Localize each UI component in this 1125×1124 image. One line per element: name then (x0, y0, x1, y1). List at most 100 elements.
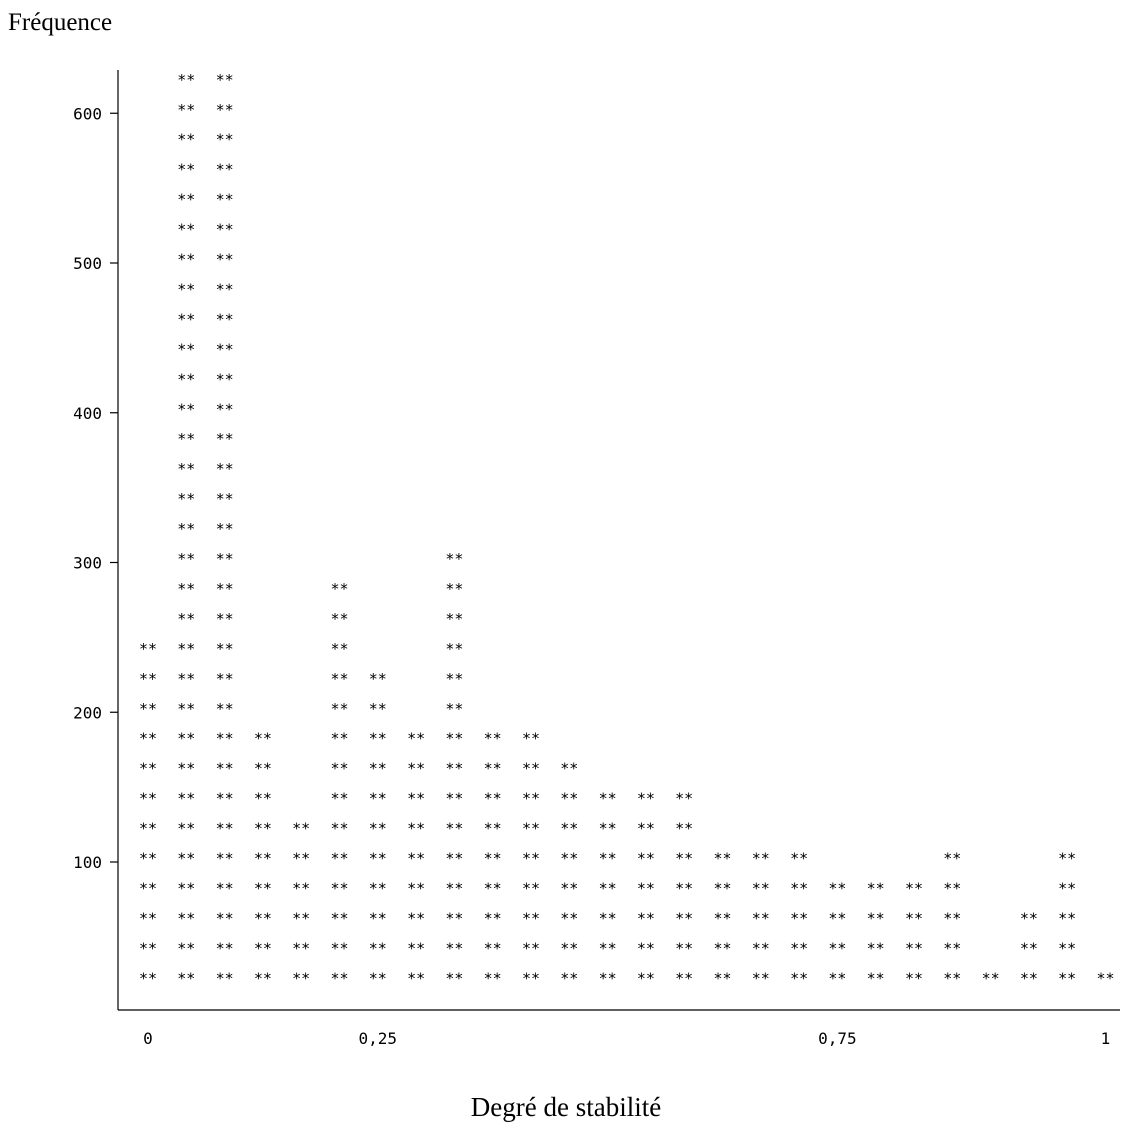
bar-asterisk: ** (292, 939, 310, 957)
bar-asterisk: ** (216, 370, 234, 388)
bar-asterisk: ** (216, 640, 234, 658)
histogram-bars: ****************************************… (139, 71, 1115, 988)
bar-asterisk: ** (216, 251, 234, 269)
bar-asterisk: ** (139, 790, 157, 808)
bar-asterisk: ** (445, 730, 463, 748)
bar-asterisk: ** (637, 879, 655, 897)
bar-asterisk: ** (216, 730, 234, 748)
bar-asterisk: ** (713, 879, 731, 897)
bar-asterisk: ** (369, 730, 387, 748)
histogram-bar: ** (1096, 969, 1114, 987)
bar-asterisk: ** (177, 969, 195, 987)
bar-asterisk: ** (254, 760, 272, 778)
bar-asterisk: ** (828, 969, 846, 987)
bar-asterisk: ** (254, 969, 272, 987)
bar-asterisk: ** (177, 340, 195, 358)
bar-asterisk: ** (177, 221, 195, 239)
bar-asterisk: ** (522, 760, 540, 778)
bar-asterisk: ** (139, 700, 157, 718)
bar-asterisk: ** (407, 879, 425, 897)
bar-asterisk: ** (637, 820, 655, 838)
histogram-bar: ** ** ** ** ** ** ** (599, 790, 617, 988)
bar-asterisk: ** (943, 850, 961, 868)
y-tick-label: 200 (73, 703, 102, 722)
bar-asterisk: ** (216, 280, 234, 298)
bar-asterisk: ** (216, 550, 234, 568)
bar-asterisk: ** (407, 730, 425, 748)
bar-asterisk: ** (330, 670, 348, 688)
bar-asterisk: ** (599, 909, 617, 927)
histogram-bar: ** ** ** ** ** ** ** ** ** (254, 730, 272, 988)
bar-asterisk: ** (445, 879, 463, 897)
bar-asterisk: ** (216, 670, 234, 688)
bar-asterisk: ** (216, 221, 234, 239)
bar-asterisk: ** (867, 969, 885, 987)
bar-asterisk: ** (790, 879, 808, 897)
bar-asterisk: ** (943, 879, 961, 897)
bar-asterisk: ** (330, 969, 348, 987)
bar-asterisk: ** (445, 580, 463, 598)
bar-asterisk: ** (828, 909, 846, 927)
bar-asterisk: ** (484, 760, 502, 778)
histogram-bar: ** ** ** ** ** ** ** ** ** (407, 730, 425, 988)
histogram-bar: ** ** ** ** ** (790, 850, 808, 988)
bar-asterisk: ** (369, 879, 387, 897)
bar-asterisk: ** (177, 879, 195, 897)
bar-asterisk: ** (599, 939, 617, 957)
bar-asterisk: ** (177, 909, 195, 927)
bar-asterisk: ** (177, 280, 195, 298)
bar-asterisk: ** (177, 610, 195, 628)
histogram-bar: ** ** ** ** ** ** ** (637, 790, 655, 988)
bar-asterisk: ** (790, 969, 808, 987)
bar-asterisk: ** (713, 939, 731, 957)
bar-asterisk: ** (177, 640, 195, 658)
bar-asterisk: ** (445, 670, 463, 688)
bar-asterisk: ** (216, 580, 234, 598)
x-axis-ticks: 0 0,25 0,75 1 (143, 1029, 1110, 1048)
bar-asterisk: ** (522, 969, 540, 987)
bar-asterisk: ** (445, 550, 463, 568)
bar-asterisk: ** (675, 790, 693, 808)
bar-asterisk: ** (943, 909, 961, 927)
bar-asterisk: ** (254, 939, 272, 957)
bar-asterisk: ** (216, 161, 234, 179)
bar-asterisk: ** (216, 700, 234, 718)
bar-asterisk: ** (216, 101, 234, 119)
histogram-bar: ** ** ** ** (828, 879, 846, 987)
bar-asterisk: ** (484, 820, 502, 838)
bar-asterisk: ** (637, 909, 655, 927)
bar-asterisk: ** (445, 909, 463, 927)
bar-asterisk: ** (216, 71, 234, 89)
bar-asterisk: ** (139, 640, 157, 658)
bar-asterisk: ** (752, 969, 770, 987)
bar-asterisk: ** (292, 850, 310, 868)
histogram-bar: ** ** ** ** ** (1058, 850, 1076, 988)
bar-asterisk: ** (369, 670, 387, 688)
bar-asterisk: ** (292, 820, 310, 838)
bar-asterisk: ** (139, 820, 157, 838)
bar-asterisk: ** (675, 939, 693, 957)
bar-asterisk: ** (177, 730, 195, 748)
histogram-bar: ** ** ** ** ** ** ** (675, 790, 693, 988)
bar-asterisk: ** (905, 969, 923, 987)
bar-asterisk: ** (330, 909, 348, 927)
bar-asterisk: ** (637, 850, 655, 868)
x-tick-label: 0,75 (818, 1029, 857, 1048)
bar-asterisk: ** (216, 340, 234, 358)
bar-asterisk: ** (407, 850, 425, 868)
bar-asterisk: ** (1096, 969, 1114, 987)
bar-asterisk: ** (1020, 939, 1038, 957)
bar-asterisk: ** (522, 879, 540, 897)
bar-asterisk: ** (484, 850, 502, 868)
bar-asterisk: ** (369, 850, 387, 868)
bar-asterisk: ** (177, 191, 195, 209)
bar-asterisk: ** (177, 790, 195, 808)
bar-asterisk: ** (675, 879, 693, 897)
bar-asterisk: ** (713, 850, 731, 868)
bar-asterisk: ** (330, 820, 348, 838)
bar-asterisk: ** (675, 820, 693, 838)
histogram-bar: ** ** ** ** (867, 879, 885, 987)
bar-asterisk: ** (445, 700, 463, 718)
bar-asterisk: ** (407, 939, 425, 957)
